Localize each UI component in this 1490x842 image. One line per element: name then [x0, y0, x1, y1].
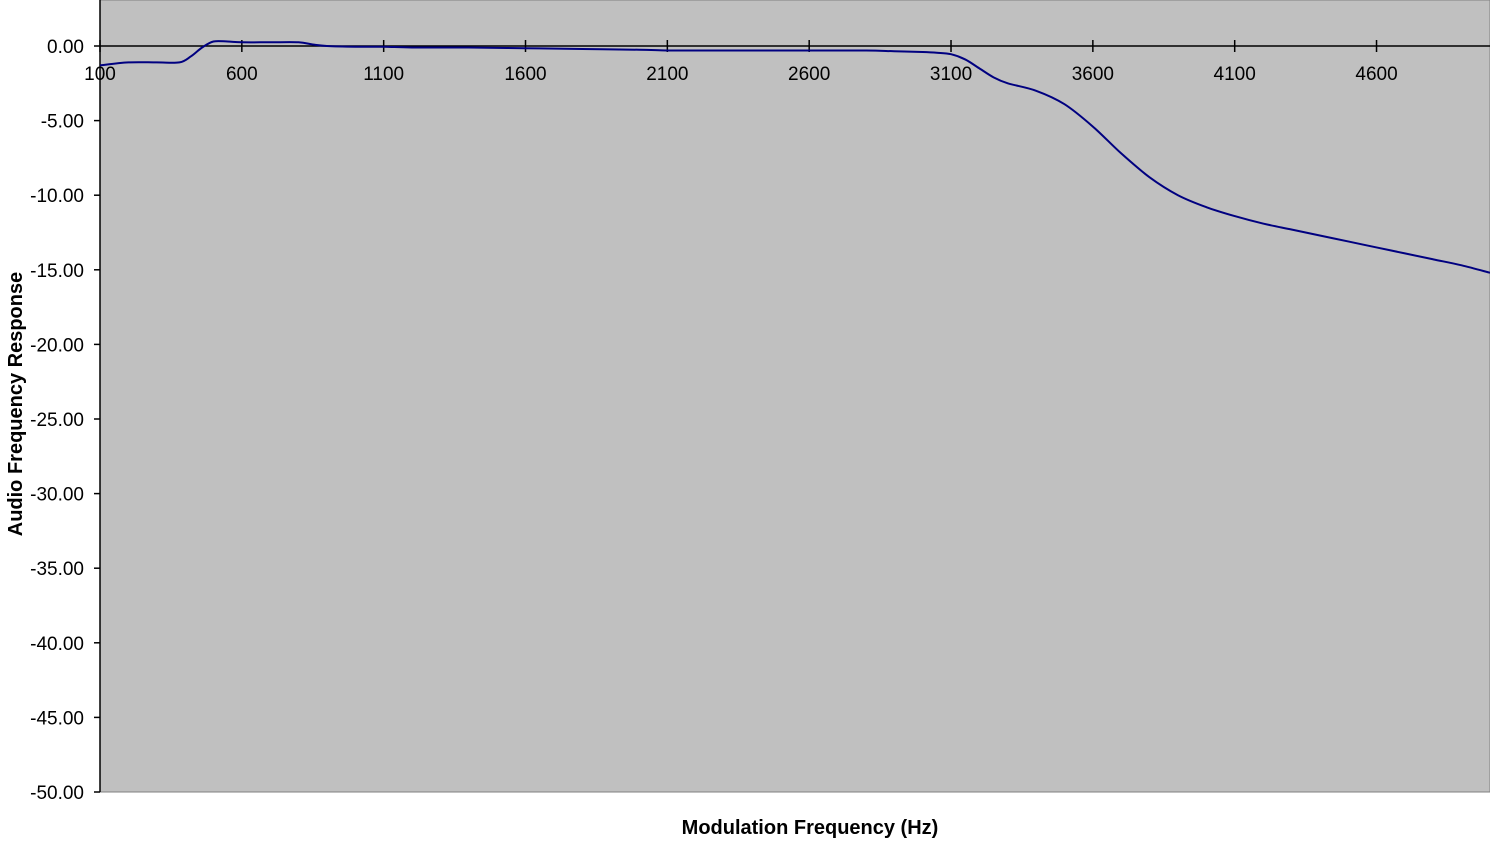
x-tick-label: 3600 [1072, 64, 1114, 85]
y-tick-label: -5.00 [41, 112, 84, 133]
y-tick-label: 0.00 [47, 37, 84, 58]
x-tick-label: 1100 [363, 64, 404, 85]
y-tick-label: -50.00 [30, 783, 84, 804]
x-tick-label: 1600 [504, 64, 546, 85]
x-tick-label: 4100 [1214, 64, 1256, 85]
y-tick-label: -15.00 [30, 261, 84, 282]
y-tick-label: -20.00 [30, 335, 84, 356]
x-tick-label: 3100 [930, 64, 972, 85]
y-tick-label: -10.00 [30, 186, 84, 207]
x-tick-label: 2600 [788, 64, 830, 85]
series-line [99, 40, 1490, 274]
x-axis-title: Modulation Frequency (Hz) [682, 817, 939, 839]
series-group [99, 40, 1490, 274]
y-axis-title: Audio Frequency Response [5, 272, 27, 537]
x-tick-label: 600 [226, 64, 258, 85]
plot-area [99, 0, 1490, 793]
y-tick-label: -30.00 [30, 485, 84, 506]
y-tick-label: -25.00 [30, 410, 84, 431]
y-axis: 0.00 -5.00 -10.00 -15.00 -20.00 -25.00 -30.00 -… [30, 0, 101, 804]
x-tick-label: 4600 [1355, 64, 1397, 85]
y-tick-label: -35.00 [30, 559, 84, 580]
x-tick-label: 2100 [646, 64, 688, 85]
y-tick-label: -45.00 [30, 708, 84, 729]
y-tick-label: -40.00 [30, 634, 84, 655]
x-axis: 100 600 1100 1600 2100 2600 3100 3600 4100 4600 [84, 40, 1490, 793]
